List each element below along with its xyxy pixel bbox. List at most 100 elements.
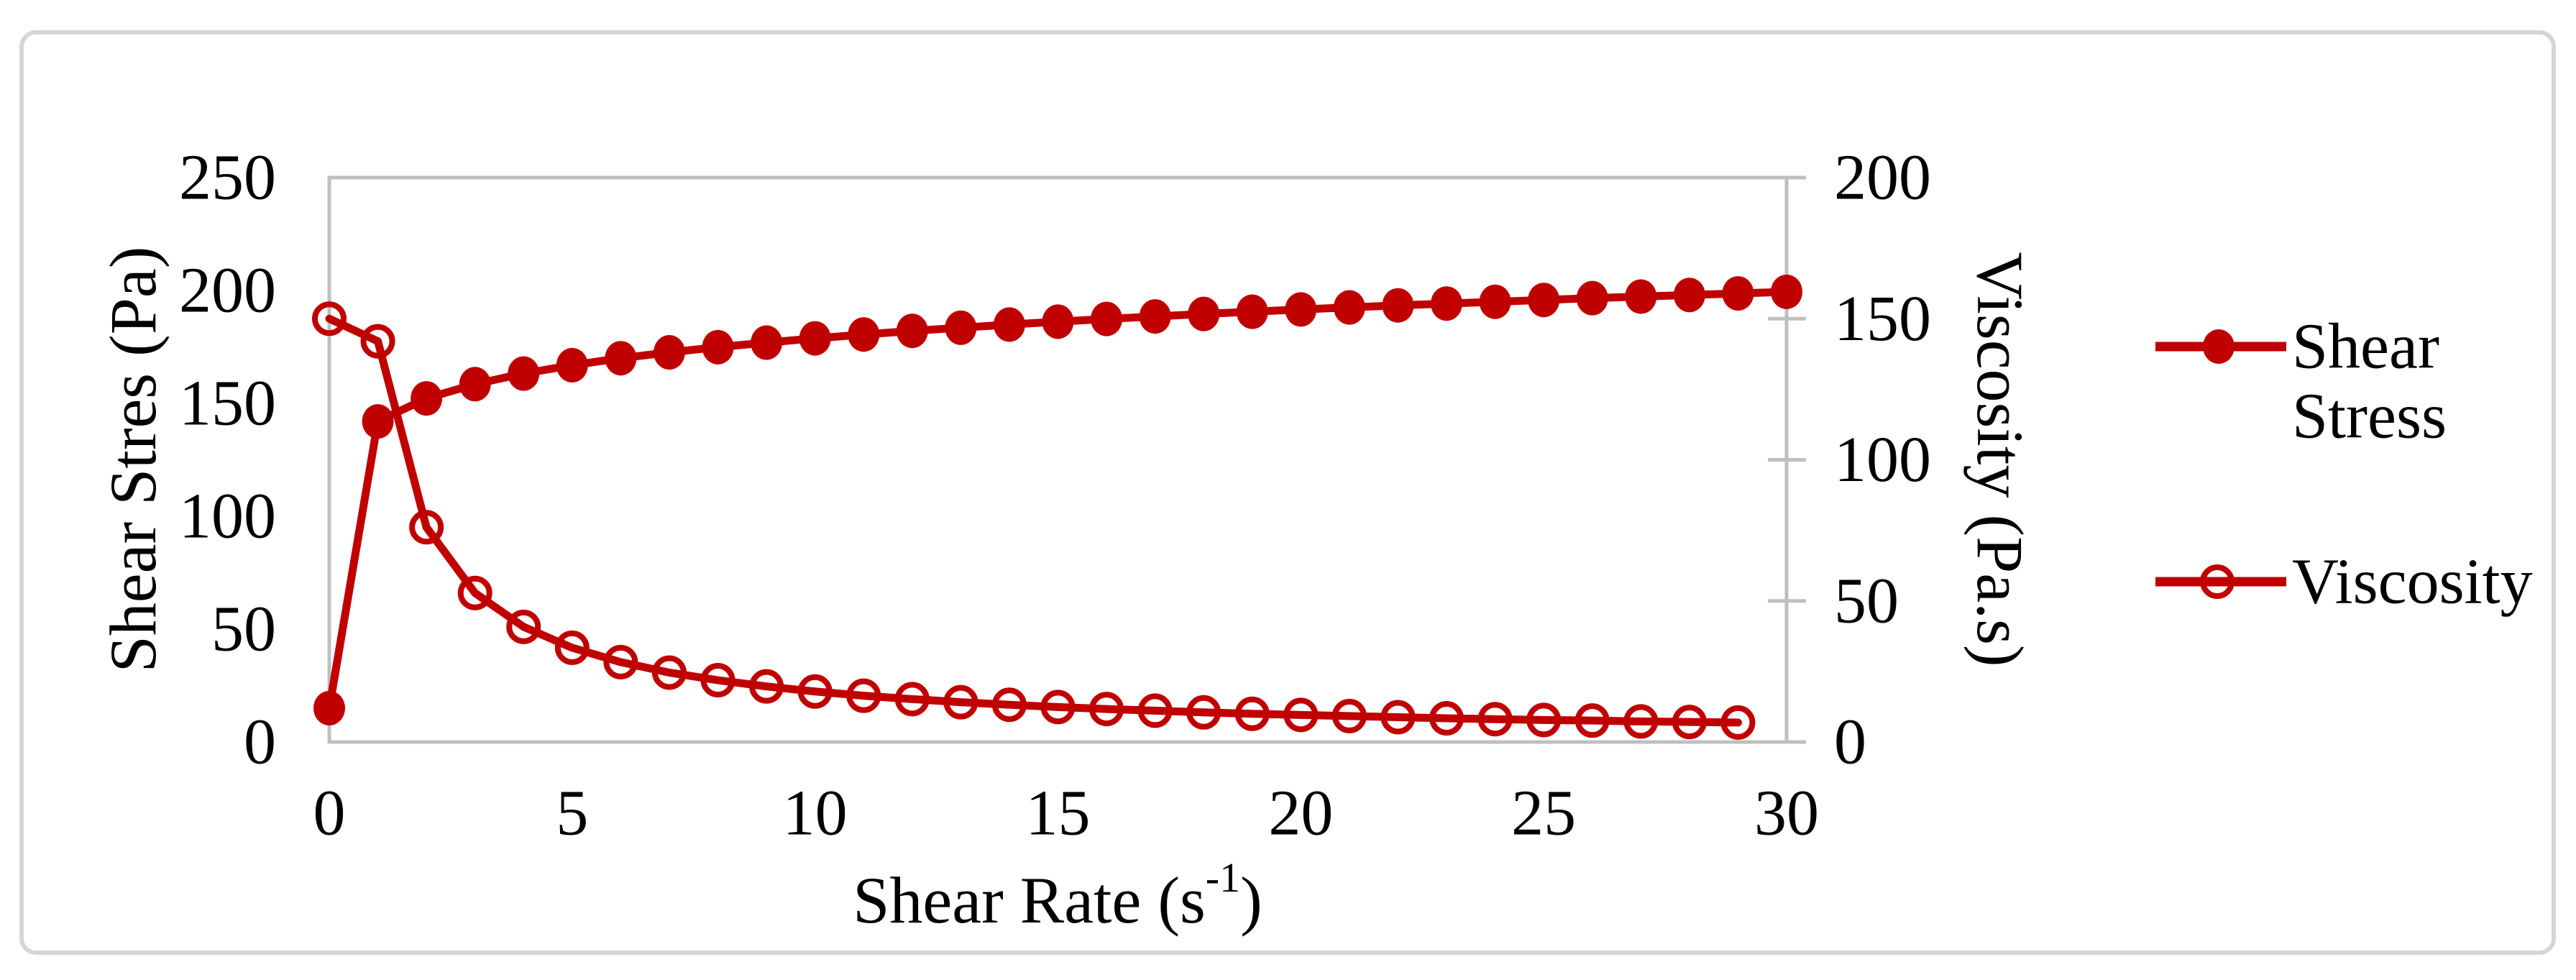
shear-stress-data-point (945, 310, 977, 345)
shear-stress-data-point (1771, 274, 1802, 309)
viscosity-data-point (1040, 690, 1076, 725)
shear-stress-data-point (362, 404, 394, 439)
right-axis-tick-label: 100 (1834, 424, 1931, 495)
shear-stress-data-point (1382, 288, 1414, 323)
x-axis-title: Shear Rate (s-1) (853, 854, 1262, 938)
viscosity-data-point (846, 678, 881, 713)
shear-stress-data-point (1285, 292, 1317, 327)
shear-stress-data-point (1091, 301, 1123, 336)
shear-stress-data-point (993, 307, 1025, 342)
shear-stress-data-point (1625, 279, 1657, 314)
viscosity-data-point (1234, 696, 1270, 731)
series-layer (312, 274, 1802, 740)
right-axis-tick-label: 50 (1834, 565, 1899, 636)
x-axis-title-close: ) (1240, 864, 1262, 937)
shear-stress-data-point (799, 321, 831, 356)
left-axis-tick-label: 250 (179, 142, 276, 214)
viscosity-data-point (1720, 705, 1756, 740)
left-axis-tick-label: 150 (179, 368, 276, 439)
viscosity-data-point (749, 669, 784, 704)
viscosity-data-point (1283, 697, 1319, 733)
legend-viscosity-label: Viscosity (2292, 546, 2533, 618)
left-axis-tick-label: 200 (179, 255, 276, 326)
viscosity-data-point (700, 663, 735, 698)
x-axis-tick-label: 25 (1511, 778, 1576, 849)
right-axis-title: Viscosity (Pa.s) (1963, 252, 2037, 667)
viscosity-data-point (603, 644, 638, 679)
viscosity-data-point (797, 674, 833, 709)
viscosity-data-point (651, 655, 687, 690)
viscosity-data-point (1429, 701, 1465, 736)
viscosity-data-point (457, 575, 492, 610)
legend: Shear Stress Viscosity (2155, 311, 2533, 618)
shear-stress-data-point (1333, 290, 1365, 325)
shear-stress-data-point (896, 313, 928, 349)
x-axis-title-base: Shear Rate (s (853, 864, 1206, 937)
x-axis-tick-label: 5 (556, 778, 588, 849)
right-axis-tick-label: 150 (1834, 283, 1931, 354)
figure-border (19, 30, 2556, 955)
left-axis-tick-label: 100 (179, 481, 276, 552)
right-axis-tick-label: 200 (1834, 142, 1931, 214)
shear-stress-data-point (1479, 284, 1511, 319)
viscosity-data-point (1089, 692, 1124, 727)
shear-stress-data-point (1188, 296, 1220, 331)
left-axis-tick-label: 50 (211, 594, 276, 665)
viscosity-data-point (1477, 702, 1513, 737)
viscosity-data-point (1575, 703, 1610, 738)
x-axis-tick-label: 0 (313, 778, 346, 849)
left-axis-tick-label: 0 (244, 707, 276, 778)
shear-stress-data-point (605, 341, 637, 376)
shear-stress-data-point (459, 367, 491, 402)
shear-stress-data-point (556, 347, 588, 383)
viscosity-data-point (1526, 702, 1562, 738)
viscosity-data-point (1623, 704, 1659, 739)
shear-stress-data-point (848, 317, 880, 352)
shear-stress-data-point (1431, 286, 1463, 321)
shear-stress-data-point (313, 690, 345, 725)
left-axis-tick-labels: 0 50 100 150 200 250 (179, 142, 276, 778)
viscosity-data-point (1380, 700, 1416, 735)
shear-stress-data-point (1139, 299, 1171, 334)
shear-stress-series-line (325, 288, 1791, 713)
plot-area (327, 175, 1789, 744)
right-axis-ticks (1768, 175, 1806, 744)
viscosity-series-line (325, 314, 1742, 727)
right-axis-tick-label: 0 (1834, 707, 1866, 778)
legend-shear-stress-label-line1: Shear (2292, 311, 2439, 383)
x-axis-tick-labels: 0 5 10 15 20 25 30 (313, 778, 1820, 849)
viscosity-data-point (409, 510, 444, 545)
viscosity-data-point (943, 684, 978, 720)
viscosity-data-point (1331, 698, 1367, 733)
shear-stress-data-point (1673, 278, 1705, 313)
viscosity-data-point (1137, 693, 1173, 728)
viscosity-data-point (360, 324, 395, 359)
legend-shear-stress-label-line2: Stress (2292, 381, 2447, 452)
legend-shear-stress-marker-icon (2203, 329, 2234, 364)
viscosity-data-point (1672, 705, 1707, 740)
x-axis-tick-label: 10 (783, 778, 848, 849)
left-axis-title: Shear Stres (Pa) (96, 247, 170, 673)
shear-stress-data-point (1722, 276, 1754, 311)
shear-stress-data-point (653, 335, 685, 370)
viscosity-data-point (312, 301, 347, 336)
x-axis-title-superscript: -1 (1206, 854, 1240, 901)
shear-stress-data-point (1236, 294, 1268, 329)
viscosity-data-point (1186, 695, 1221, 730)
viscosity-data-point (894, 682, 930, 717)
viscosity-data-point (554, 630, 590, 665)
right-axis-tick-labels: 0 50 100 150 200 (1834, 142, 1931, 778)
shear-stress-data-point (751, 325, 783, 360)
shear-stress-data-point (702, 329, 734, 365)
x-axis-tick-label: 20 (1268, 778, 1333, 849)
x-axis-tick-label: 15 (1026, 778, 1091, 849)
shear-stress-data-point (508, 356, 540, 391)
viscosity-data-point (991, 687, 1027, 723)
x-axis-tick-label: 30 (1754, 778, 1819, 849)
shear-stress-data-point (1042, 304, 1074, 339)
viscosity-data-point (506, 609, 541, 644)
shear-stress-data-point (411, 381, 443, 416)
shear-stress-data-point (1528, 283, 1560, 318)
